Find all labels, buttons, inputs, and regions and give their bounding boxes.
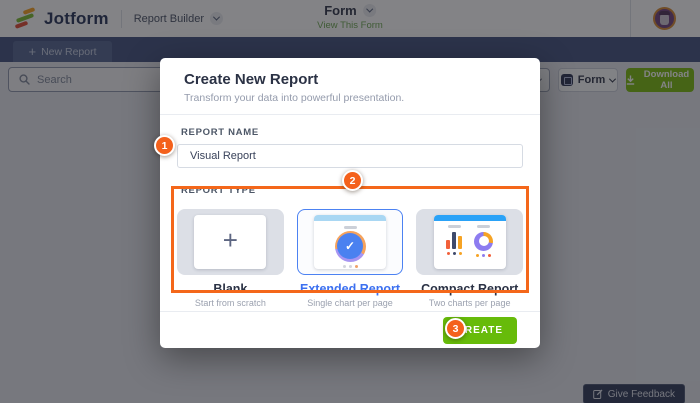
report-type-label: REPORT TYPE xyxy=(181,185,256,196)
mini-bar-chart xyxy=(446,225,463,257)
mini-donut-chart xyxy=(474,225,494,257)
type-name: Compact Report xyxy=(421,282,519,296)
mini-topbar xyxy=(314,215,386,221)
type-desc: Single chart per page xyxy=(307,298,393,308)
type-desc: Start from scratch xyxy=(194,298,266,308)
type-name: Extended Report xyxy=(300,282,401,296)
report-type-compact[interactable]: Compact Report Two charts per page xyxy=(416,209,524,308)
report-type-options: + Blank Start from scratch ✓ xyxy=(177,209,524,308)
annotation-step-2: 2 xyxy=(342,170,363,191)
report-name-label: REPORT NAME xyxy=(181,127,259,138)
modal-body: REPORT NAME REPORT TYPE + Blank Start fr… xyxy=(160,115,540,308)
modal-footer: CREATE xyxy=(160,311,540,348)
mini-topbar xyxy=(433,215,506,221)
create-report-modal: Create New Report Transform your data in… xyxy=(160,58,540,348)
modal-title: Create New Report xyxy=(184,71,319,88)
type-name: Blank xyxy=(213,282,248,296)
report-type-blank[interactable]: + Blank Start from scratch xyxy=(177,209,284,308)
mini-title-line xyxy=(343,226,357,229)
extended-tile-art: ✓ xyxy=(296,209,404,275)
type-desc: Two charts per page xyxy=(428,298,511,308)
compact-tile-art xyxy=(416,209,524,275)
plus-icon: + xyxy=(222,225,238,255)
mini-dots xyxy=(342,264,358,268)
modal-subtitle: Transform your data into powerful presen… xyxy=(184,92,405,104)
report-type-extended[interactable]: ✓ Extended Report Single chart per page xyxy=(296,209,404,308)
annotation-step-3: 3 xyxy=(445,318,466,339)
check-icon: ✓ xyxy=(337,233,363,259)
blank-tile-art: + xyxy=(177,209,284,275)
report-name-input[interactable] xyxy=(177,144,523,168)
modal-header: Create New Report Transform your data in… xyxy=(160,58,540,115)
annotation-step-1: 1 xyxy=(154,135,175,156)
